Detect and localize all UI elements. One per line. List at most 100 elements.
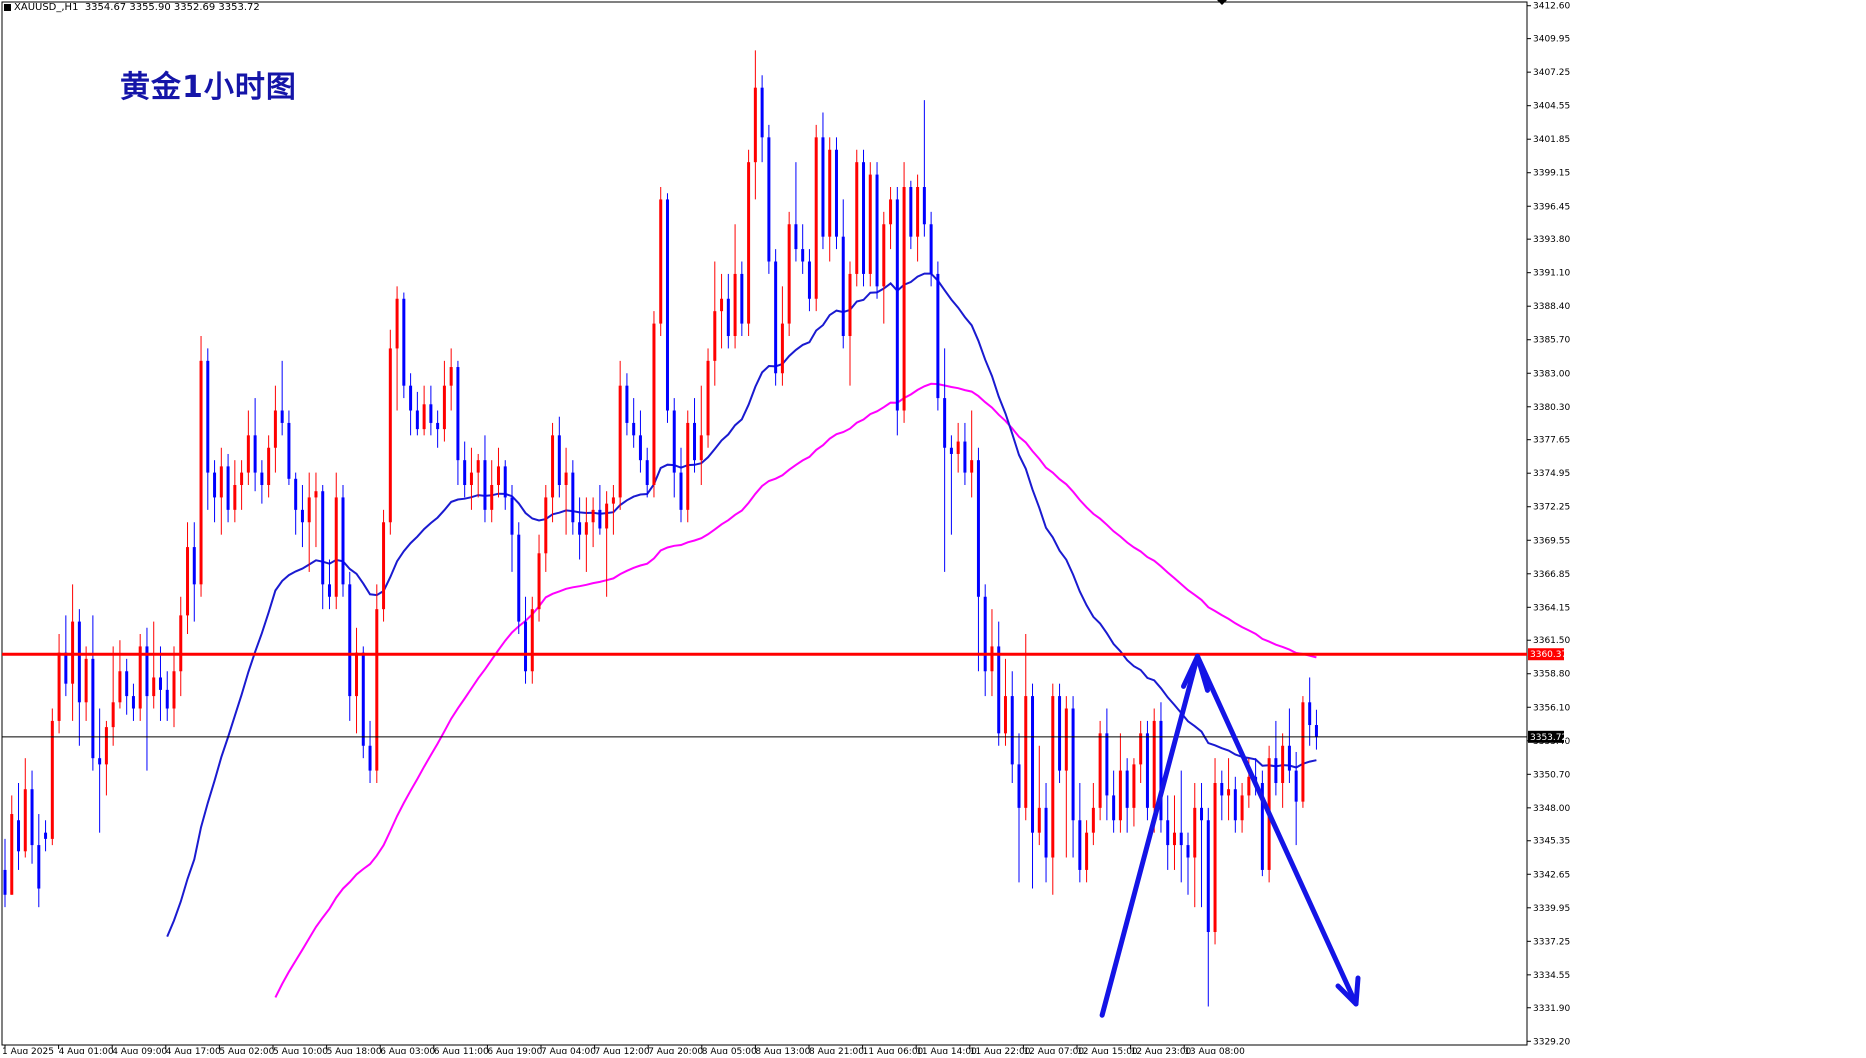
- candle-body: [1152, 720, 1156, 808]
- bull-candle: [551, 422, 555, 523]
- candle-body: [598, 509, 602, 529]
- candle-body: [84, 658, 88, 703]
- candle-body: [469, 472, 473, 486]
- y-tick-label: 3358.80: [1533, 670, 1570, 680]
- candle-body: [916, 187, 920, 237]
- bear-candle: [821, 112, 825, 250]
- x-tick-label: 4 Aug 01:00: [59, 1047, 114, 1054]
- candle-body: [388, 348, 392, 523]
- candle-body: [1166, 820, 1170, 846]
- candle-body: [1193, 807, 1197, 858]
- x-tick-label: 12 Aug 07:00: [1023, 1047, 1084, 1054]
- bear-candle: [260, 460, 264, 504]
- bull-candle: [970, 410, 974, 498]
- candle-body: [801, 249, 805, 262]
- bull-candle: [686, 410, 690, 523]
- bull-candle: [23, 758, 27, 858]
- bull-candle: [618, 360, 622, 510]
- bear-candle: [131, 683, 135, 721]
- candle-body: [1220, 783, 1224, 796]
- candle-body: [733, 273, 737, 337]
- current-price-price-label: 3353.72: [1530, 733, 1567, 743]
- bear-candle: [1010, 671, 1014, 784]
- candle-body: [1172, 832, 1176, 846]
- candle-body: [740, 273, 744, 324]
- candle-body: [956, 441, 960, 454]
- y-tick-label: 3409.95: [1533, 35, 1570, 45]
- candle-body: [1179, 832, 1183, 846]
- candle-body: [476, 460, 480, 473]
- bull-candle: [1240, 783, 1244, 833]
- candle-body: [50, 720, 54, 839]
- bull-candle: [530, 596, 534, 684]
- bull-candle: [706, 348, 710, 448]
- candle-body: [780, 323, 784, 374]
- candle-body: [246, 435, 250, 473]
- bull-candle: [1091, 783, 1095, 846]
- candle-body: [578, 522, 582, 535]
- bear-candle: [165, 671, 169, 721]
- candle-body: [1240, 795, 1244, 821]
- bull-candle: [584, 497, 588, 572]
- bull-candle: [1051, 683, 1055, 895]
- candle-body: [976, 460, 980, 597]
- bull-candle: [659, 187, 663, 337]
- bull-candle: [1301, 696, 1305, 808]
- y-tick-label: 3364.15: [1533, 603, 1570, 613]
- candle-body: [1159, 720, 1163, 821]
- bear-candle: [638, 410, 642, 473]
- bear-candle: [1017, 733, 1021, 883]
- y-tick-label: 3391.10: [1533, 269, 1570, 279]
- candle-body: [1031, 696, 1035, 833]
- bear-candle: [834, 137, 838, 250]
- bear-candle: [726, 273, 730, 349]
- bull-candle: [882, 211, 886, 324]
- bear-candle: [801, 224, 805, 274]
- bear-candle: [693, 398, 697, 473]
- candle-body: [300, 509, 304, 523]
- bear-candle: [503, 460, 507, 510]
- bull-candle: [476, 453, 480, 498]
- bear-candle: [807, 249, 811, 312]
- candle-body: [821, 137, 825, 237]
- candle-body: [767, 137, 771, 262]
- bear-candle: [578, 497, 582, 560]
- candle-body: [206, 360, 210, 473]
- y-tick-label: 3412.60: [1533, 2, 1570, 12]
- candle-body: [449, 367, 453, 386]
- bull-candle: [111, 646, 115, 746]
- bull-candle: [57, 634, 61, 734]
- candle-body: [145, 646, 149, 697]
- candle-body: [436, 422, 440, 430]
- bear-candle: [213, 460, 217, 523]
- candle-body: [747, 162, 751, 324]
- bull-candle: [382, 509, 386, 622]
- candle-body: [868, 174, 872, 274]
- bull-candle: [787, 211, 791, 337]
- candle-body: [348, 584, 352, 697]
- candle-body: [618, 385, 622, 498]
- candle-body: [355, 652, 359, 697]
- bull-candle: [780, 286, 784, 386]
- bull-candle: [591, 497, 595, 548]
- candle-body: [402, 298, 406, 386]
- bull-candle: [240, 460, 244, 510]
- candle-body: [591, 509, 595, 523]
- candle-body: [253, 435, 257, 473]
- candle-body: [1112, 795, 1116, 821]
- y-tick-label: 3399.15: [1533, 169, 1570, 179]
- bear-candle: [1233, 776, 1237, 833]
- candle-body: [10, 814, 14, 895]
- candle-body: [267, 447, 271, 486]
- candle-body: [287, 422, 291, 479]
- bull-candle: [1024, 634, 1028, 821]
- candle-body: [517, 534, 521, 622]
- candle-body: [341, 497, 345, 585]
- bear-candle: [1071, 696, 1075, 858]
- candle-body: [841, 236, 845, 337]
- bull-candle: [699, 385, 703, 486]
- candle-body: [226, 466, 230, 510]
- y-tick-label: 3385.70: [1533, 336, 1570, 346]
